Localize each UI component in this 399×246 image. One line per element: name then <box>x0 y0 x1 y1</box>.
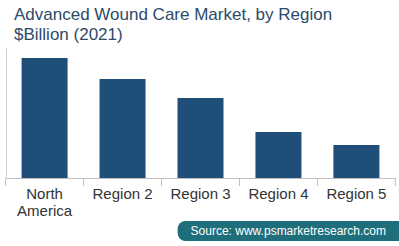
bar <box>22 58 68 178</box>
x-tick-label: NorthAmerica <box>17 185 73 219</box>
source-box: Source: www.psmarketresearch.com <box>178 221 399 241</box>
category-separator <box>395 178 396 186</box>
category-separator <box>317 178 318 186</box>
category-separator <box>83 178 84 186</box>
y-axis-line <box>6 49 7 179</box>
source-background <box>178 221 399 241</box>
x-tick-label: Region 2 <box>93 185 153 202</box>
x-tick: Region 2 <box>93 178 153 202</box>
bar <box>100 79 146 178</box>
chart: Advanced Wound Care Market, by Region$Bi… <box>0 0 399 246</box>
x-tick-label: Region 5 <box>326 185 386 202</box>
source-text: Source: www.psmarketresearch.com <box>191 224 386 238</box>
category-separator <box>161 178 162 186</box>
title: Advanced Wound Care Market, by Region <box>14 5 332 24</box>
bars <box>22 58 380 178</box>
category-separators <box>6 178 396 186</box>
x-tick: NorthAmerica <box>17 178 73 219</box>
x-tick: Region 3 <box>170 178 230 202</box>
category-separator <box>5 178 6 186</box>
bar <box>333 145 379 178</box>
y-axis <box>6 49 7 179</box>
x-axis-line <box>7 178 396 179</box>
x-tick-label: Region 4 <box>248 185 308 202</box>
subtitle: $Billion (2021) <box>14 25 123 44</box>
category-separator <box>239 178 240 186</box>
plot: NorthAmerica Region 2 Region 3 Region 4 Regi… <box>6 49 396 220</box>
bar <box>178 98 224 178</box>
bar <box>255 132 301 178</box>
x-axis: NorthAmerica Region 2 Region 3 Region 4 Regi… <box>7 178 396 219</box>
x-tick-label: Region 3 <box>170 185 230 202</box>
x-tick: Region 5 <box>326 178 386 202</box>
x-tick: Region 4 <box>248 178 308 202</box>
